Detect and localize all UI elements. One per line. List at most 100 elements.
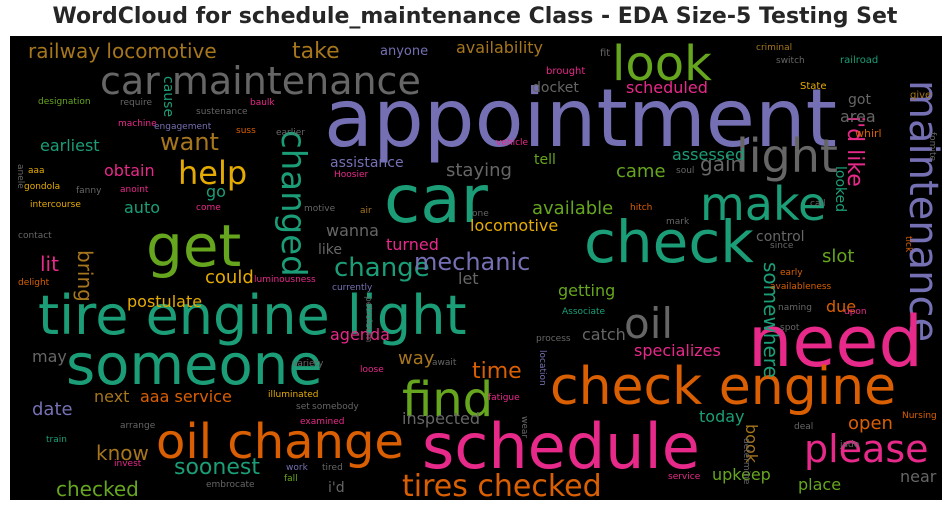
word-designation: designation xyxy=(38,97,91,107)
word-postulate: postulate xyxy=(127,292,202,311)
word-may: may xyxy=(32,347,67,366)
word-car: car xyxy=(384,161,489,238)
word-want: want xyxy=(160,128,219,156)
word-tired: tired xyxy=(322,463,343,473)
word-gondola: gondola xyxy=(24,182,60,192)
word-motive: motive xyxy=(304,204,336,214)
word-soul: soul xyxy=(676,166,694,176)
word-upkeep: upkeep xyxy=(712,465,771,484)
word-assistance: assistance xyxy=(330,155,404,171)
word-whirl: whirl xyxy=(855,127,882,140)
word-staying: staying xyxy=(446,160,512,181)
word-set: set xyxy=(296,402,310,412)
word-find: find xyxy=(402,372,493,428)
word-came: came xyxy=(616,161,666,182)
word-examined: examined xyxy=(300,417,344,427)
word-know: know xyxy=(96,441,149,465)
word-somewhere: somewhere xyxy=(759,262,783,378)
word-availability: availability xyxy=(456,38,543,57)
word-determine: determine xyxy=(741,438,751,485)
word-open: open xyxy=(848,413,893,434)
word-engagement: engagement xyxy=(154,122,212,132)
word-way: way xyxy=(398,348,435,369)
word-take: take xyxy=(292,39,340,64)
word-fomite: fomite xyxy=(927,132,937,161)
word-aaa-service: aaa service xyxy=(140,387,232,406)
word-near: near xyxy=(900,467,937,486)
word-await: await xyxy=(432,358,457,368)
word-anoint: anoint xyxy=(120,185,149,195)
word-area: area xyxy=(840,107,876,126)
word-hoosier: Hoosier xyxy=(334,170,369,180)
word-oil: oil xyxy=(624,299,673,348)
word-light: light xyxy=(736,129,838,183)
word-embrocate: embrocate xyxy=(206,480,255,490)
word-next: next xyxy=(94,387,129,406)
word-spot: spot xyxy=(780,323,800,333)
word-contact: contact xyxy=(18,231,52,241)
word-air: air xyxy=(360,206,372,216)
word-railroad: railroad xyxy=(840,55,878,66)
word-train: train xyxy=(46,435,67,445)
word-earliest: earliest xyxy=(40,136,100,155)
word-cause: cause xyxy=(160,76,176,117)
word-fit: fit xyxy=(600,48,610,59)
word-look: look xyxy=(612,36,712,92)
word-arrange: arrange xyxy=(120,421,156,431)
word-locomotive: locomotive xyxy=(470,216,558,235)
word-one: one xyxy=(472,209,489,219)
word-maintenance: maintenance xyxy=(900,80,942,342)
word-today: today xyxy=(699,407,745,426)
word-tick: tick xyxy=(903,236,913,253)
word-give: give xyxy=(910,90,931,101)
word-service: service xyxy=(668,472,701,482)
word-suss: suss xyxy=(236,126,256,136)
word-illuminated: illuminated xyxy=(268,390,318,400)
word-got: got xyxy=(848,92,871,108)
word-need: need xyxy=(748,301,923,383)
word-slot: slot xyxy=(822,246,854,267)
word-fatigue: fatigue xyxy=(488,393,520,403)
word-changed: changed xyxy=(273,130,313,277)
word-checked: checked xyxy=(56,477,139,500)
word-time: time xyxy=(472,359,522,384)
word-anyone: anyone xyxy=(380,44,428,59)
word-wanna: wanna xyxy=(326,221,379,240)
word-call: call xyxy=(810,199,825,209)
word-make: make xyxy=(700,177,826,231)
word-gain: gain xyxy=(700,152,743,176)
word-petroleum: petroleum xyxy=(363,296,373,342)
word-hitch: hitch xyxy=(630,203,652,213)
word-process: process xyxy=(536,334,571,344)
word-anele: anele xyxy=(15,164,25,189)
word-intercourse: intercourse xyxy=(30,200,81,210)
word-oil-change: oil change xyxy=(156,414,404,470)
word-could: could xyxy=(205,267,254,288)
word-somebody: somebody xyxy=(312,402,359,412)
word-i-d-like: i'd like xyxy=(842,116,867,187)
word-deal: deal xyxy=(794,422,813,432)
word-change: change xyxy=(334,253,430,283)
word-check: check xyxy=(584,208,754,276)
word-let: let xyxy=(458,269,479,288)
word-schedule: schedule xyxy=(422,410,700,483)
word-help: help xyxy=(178,154,247,192)
word-obtain: obtain xyxy=(104,161,155,180)
word-due: due xyxy=(826,297,856,316)
word-getting: getting xyxy=(558,281,615,300)
word-looked: looked xyxy=(832,166,848,212)
word-vehicle: vehicle xyxy=(496,138,529,148)
word-scheduled: scheduled xyxy=(626,78,708,97)
word-location: location xyxy=(537,350,547,386)
word-i-d: i'd xyxy=(328,480,345,496)
word-docket: docket xyxy=(532,80,579,96)
word-available: available xyxy=(532,198,613,219)
word-state: State xyxy=(800,81,826,92)
word-like: like xyxy=(318,242,342,258)
word-tires-checked: tires checked xyxy=(402,469,602,500)
word-assessed: assessed xyxy=(672,145,745,164)
word-earlier: earlier xyxy=(276,128,305,138)
word-aaa: aaa xyxy=(28,166,45,176)
word-loose: loose xyxy=(360,365,384,375)
